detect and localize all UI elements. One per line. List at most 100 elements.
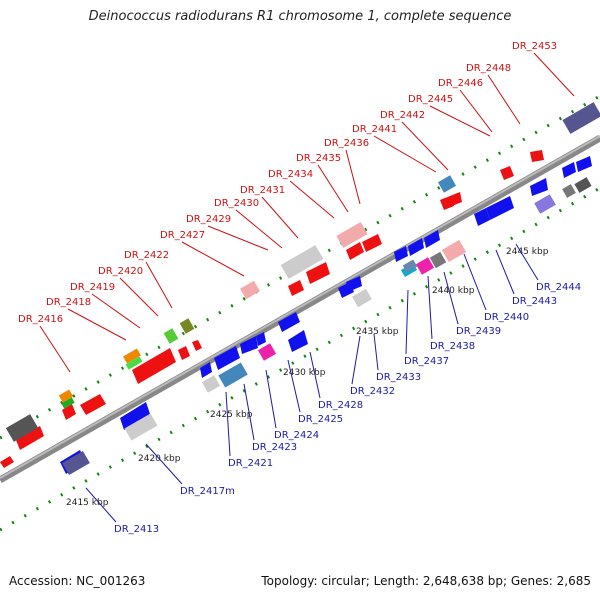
gene-label[interactable]: DR_2437	[404, 356, 449, 367]
gene-label[interactable]: DR_2445	[408, 94, 453, 105]
gene-label[interactable]: DR_2442	[380, 110, 425, 121]
gene-feature[interactable]	[362, 234, 382, 252]
gene-feature[interactable]	[336, 221, 368, 249]
gene-label[interactable]: DR_2420	[98, 266, 143, 277]
gene-feature[interactable]	[0, 456, 14, 468]
gene-label[interactable]: DR_2427	[160, 230, 205, 241]
gene-label[interactable]: DR_2416	[18, 314, 63, 325]
leader-line	[443, 271, 459, 325]
leader-line	[405, 289, 409, 355]
gene-feature[interactable]	[201, 375, 221, 393]
gene-label[interactable]: DR_2413	[114, 524, 159, 535]
gene-label[interactable]: DR_2453	[512, 41, 557, 52]
gene-feature[interactable]	[415, 257, 435, 275]
leader-line	[243, 383, 255, 441]
gene-label[interactable]: DR_2441	[352, 124, 397, 135]
gene-label[interactable]: DR_2440	[484, 312, 529, 323]
gene-feature[interactable]	[441, 239, 467, 263]
gene-feature[interactable]	[530, 178, 548, 196]
gene-label[interactable]: DR_2430	[214, 198, 259, 209]
tick-label: 2440 kbp	[432, 286, 475, 296]
gene-label[interactable]: DR_2435	[296, 153, 341, 164]
gene-feature[interactable]	[179, 318, 195, 334]
gene-label[interactable]: DR_2439	[456, 326, 501, 337]
gene-label[interactable]: DR_2429	[186, 214, 231, 225]
gene-feature[interactable]	[562, 102, 600, 134]
gene-feature[interactable]	[530, 150, 544, 162]
gene-feature[interactable]	[123, 348, 141, 364]
gene-feature[interactable]	[500, 166, 514, 180]
gene-label[interactable]: DR_2431	[240, 185, 285, 196]
gene-feature[interactable]	[192, 340, 202, 351]
gene-feature[interactable]	[437, 175, 457, 193]
gene-feature[interactable]	[352, 288, 372, 308]
gene-feature[interactable]	[132, 348, 176, 384]
tick-track-far	[0, 94, 600, 440]
leader-line	[181, 241, 245, 277]
gene-label[interactable]: DR_2444	[536, 282, 581, 293]
gene-feature[interactable]	[408, 238, 424, 256]
gene-feature[interactable]	[163, 328, 179, 344]
gene-label[interactable]: DR_2434	[268, 169, 313, 180]
gene-feature[interactable]	[394, 246, 408, 262]
gene-label[interactable]: DR_2423	[252, 442, 297, 453]
gene-feature[interactable]	[178, 346, 190, 360]
gene-label[interactable]: DR_2425	[298, 414, 343, 425]
gene-feature[interactable]	[424, 230, 440, 248]
gene-feature[interactable]	[200, 362, 212, 378]
gene-label[interactable]: DR_2421	[228, 458, 273, 469]
leader-line	[463, 253, 487, 311]
gene-feature[interactable]	[576, 156, 592, 172]
gene-feature[interactable]	[562, 162, 576, 178]
gene-feature[interactable]	[58, 389, 74, 403]
leader-line	[287, 359, 301, 413]
gene-feature[interactable]	[440, 196, 454, 210]
gene-label[interactable]: DR_2422	[124, 250, 169, 261]
gene-feature[interactable]	[346, 276, 362, 292]
gene-features	[0, 102, 600, 476]
gene-feature[interactable]	[562, 184, 576, 198]
gene-feature[interactable]	[16, 426, 44, 450]
gene-label[interactable]: DR_2419	[70, 282, 115, 293]
gene-feature[interactable]	[125, 356, 143, 370]
gene-feature[interactable]	[280, 245, 324, 279]
gene-label[interactable]: DR_2424	[274, 430, 319, 441]
gene-feature[interactable]	[450, 192, 462, 206]
gene-feature[interactable]	[218, 362, 248, 388]
gene-feature[interactable]	[256, 332, 266, 346]
gene-label[interactable]: DR_2446	[438, 78, 483, 89]
gene-label[interactable]: DR_2448	[466, 63, 511, 74]
gene-feature[interactable]	[278, 312, 300, 332]
gene-label[interactable]: DR_2428	[318, 400, 363, 411]
gene-feature[interactable]	[402, 259, 418, 273]
gene-feature[interactable]	[346, 242, 364, 260]
gene-label[interactable]: DR_2438	[430, 341, 475, 352]
gene-feature[interactable]	[474, 208, 490, 226]
gene-label[interactable]: DR_2417m	[180, 486, 235, 497]
gene-feature[interactable]	[124, 413, 158, 441]
leader-line	[427, 275, 433, 340]
gene-feature[interactable]	[61, 397, 75, 409]
gene-label[interactable]: DR_2443	[512, 296, 557, 307]
gene-feature[interactable]	[214, 346, 240, 370]
leader-line	[495, 249, 515, 295]
gene-feature[interactable]	[80, 394, 106, 415]
gene-feature[interactable]	[288, 280, 304, 296]
gene-label[interactable]: DR_2418	[46, 297, 91, 308]
gene-feature[interactable]	[486, 196, 514, 220]
gene-feature[interactable]	[62, 450, 90, 476]
gene-feature[interactable]	[288, 330, 308, 352]
gene-label[interactable]: DR_2432	[350, 386, 395, 397]
gene-feature[interactable]	[62, 404, 76, 420]
gene-feature[interactable]	[534, 194, 556, 214]
gene-feature[interactable]	[120, 402, 150, 430]
gene-feature[interactable]	[429, 251, 447, 269]
gene-label[interactable]: DR_2433	[376, 372, 421, 383]
gene-feature[interactable]	[306, 262, 330, 284]
gene-feature[interactable]	[257, 343, 277, 361]
gene-label[interactable]: DR_2436	[324, 138, 369, 149]
gene-feature[interactable]	[240, 280, 260, 300]
gene-feature[interactable]	[5, 414, 39, 442]
gene-feature[interactable]	[574, 177, 592, 193]
gene-feature[interactable]	[240, 336, 258, 354]
